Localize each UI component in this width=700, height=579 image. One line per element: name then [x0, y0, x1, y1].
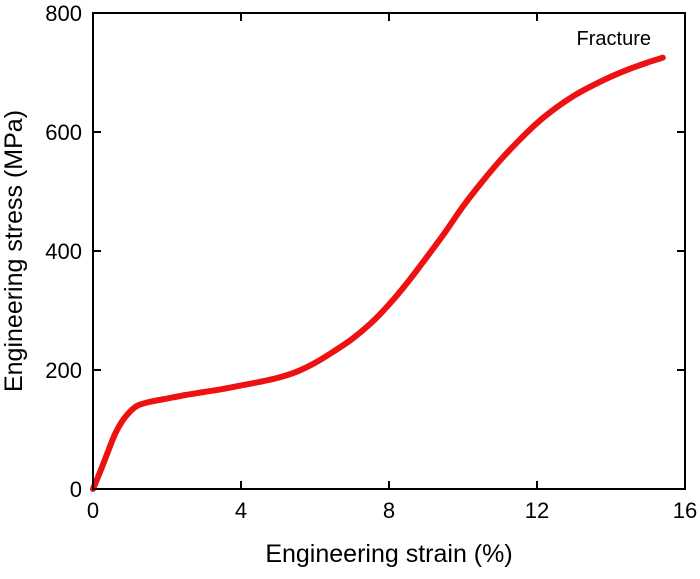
tick-marks [93, 13, 685, 489]
plot-frame [92, 12, 686, 490]
y-tick-label: 600 [45, 120, 82, 145]
x-tick-label: 4 [235, 498, 247, 523]
x-axis-title: Engineering strain (%) [265, 540, 512, 568]
x-tick-label: 8 [383, 498, 395, 523]
x-tick-label: 16 [673, 498, 697, 523]
tick-labels: 0 4 8 12 16 0 200 400 600 800 [45, 1, 697, 523]
y-axis-title: Engineering stress (MPa) [0, 110, 28, 392]
y-tick-label: 0 [70, 477, 82, 502]
y-tick-label: 800 [45, 1, 82, 26]
x-tick-label: 12 [525, 498, 549, 523]
x-tick-label: 0 [87, 498, 99, 523]
y-tick-label: 400 [45, 239, 82, 264]
fracture-annotation: Fracture [577, 28, 651, 50]
y-tick-label: 200 [45, 358, 82, 383]
stress-strain-curve [90, 54, 666, 492]
